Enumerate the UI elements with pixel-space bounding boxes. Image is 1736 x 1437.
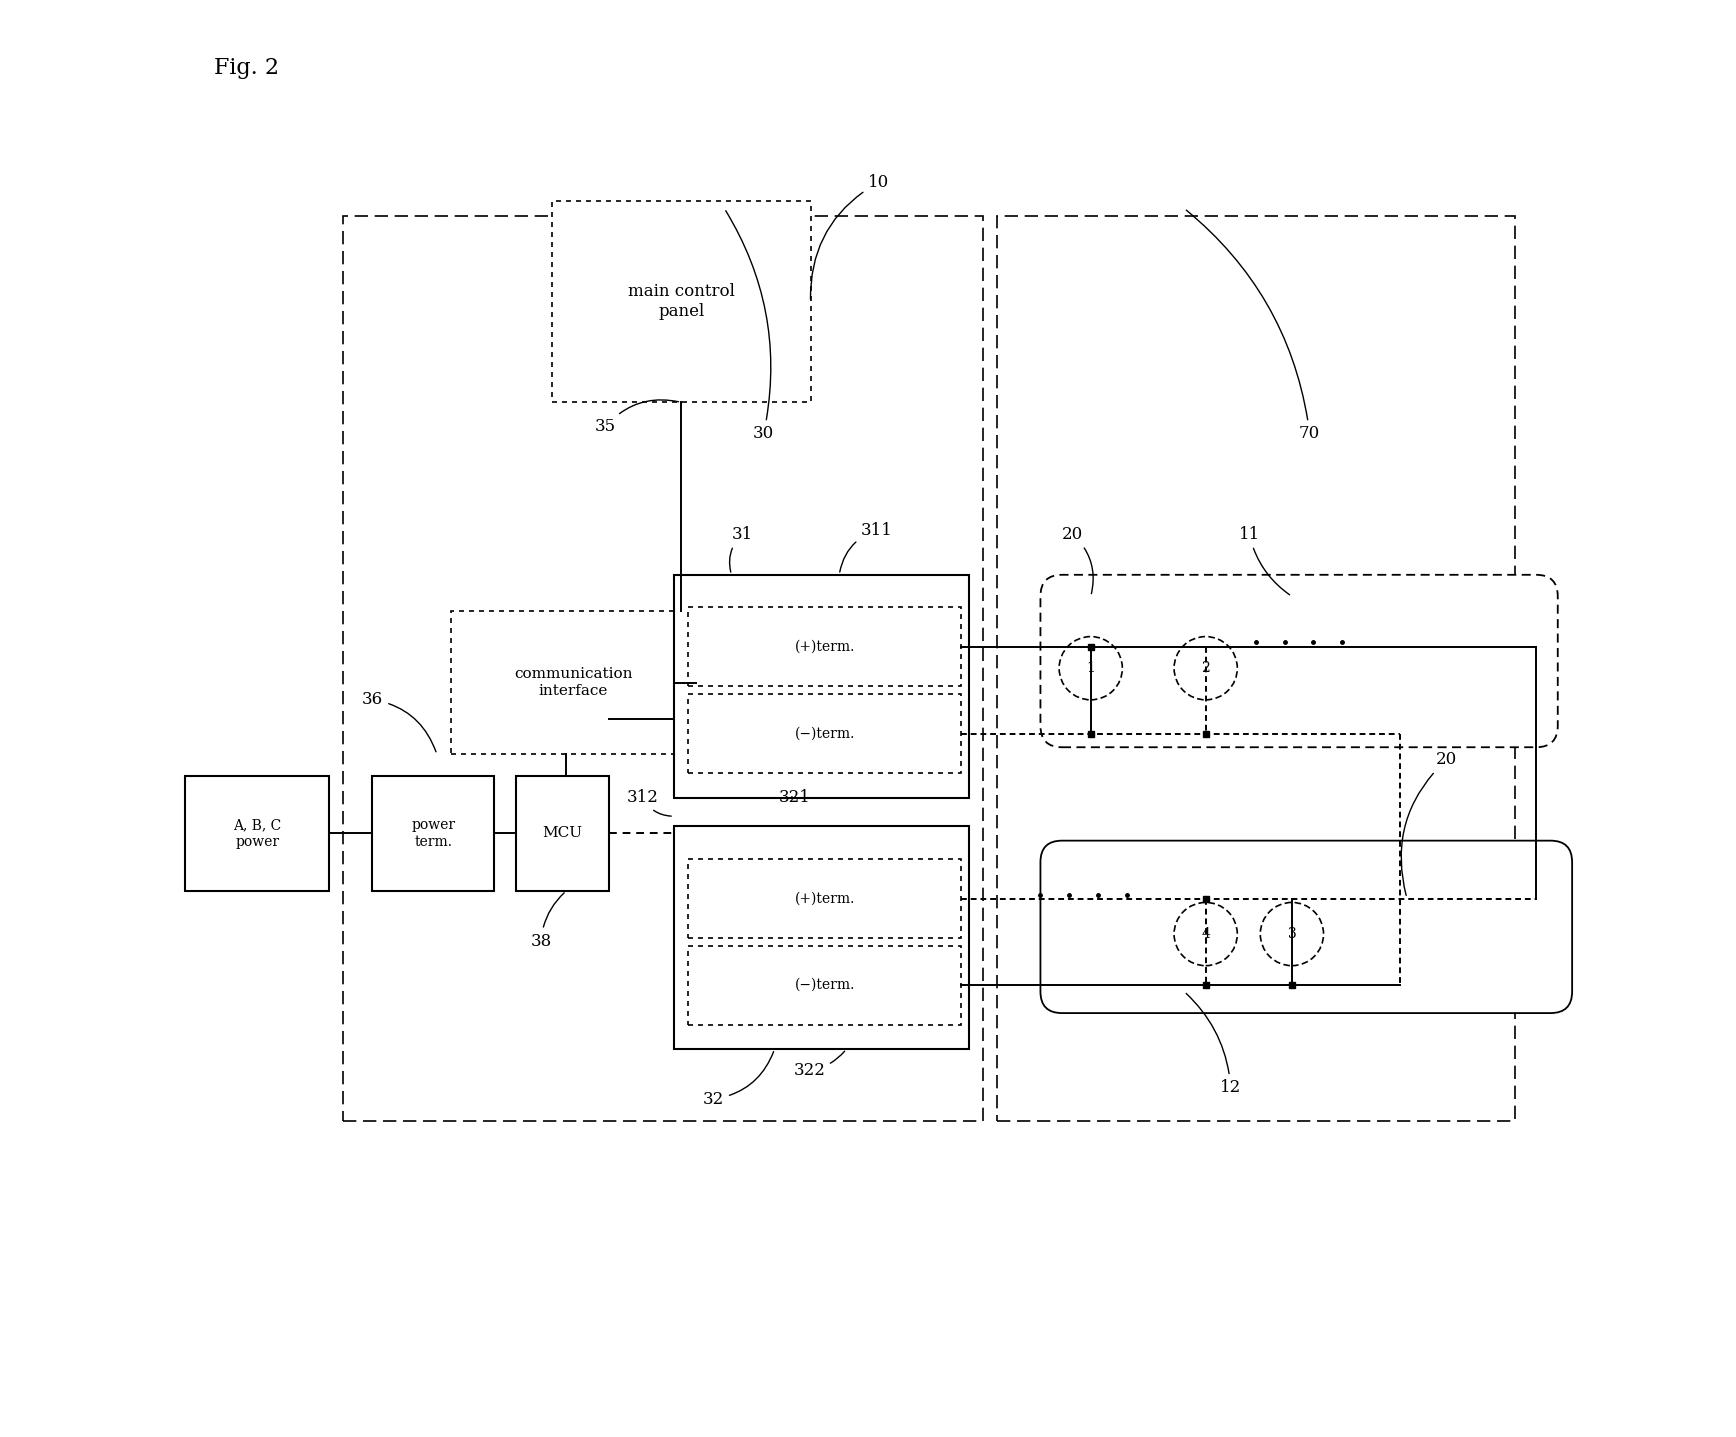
Bar	[516, 776, 609, 891]
Bar	[674, 575, 969, 798]
Text: 36: 36	[363, 691, 436, 752]
Bar	[689, 606, 962, 687]
Text: 70: 70	[1186, 210, 1321, 443]
Text: main control
panel: main control panel	[628, 283, 734, 320]
Text: MCU: MCU	[543, 826, 583, 841]
Text: Fig. 2: Fig. 2	[214, 57, 279, 79]
Text: A, B, C
power: A, B, C power	[233, 818, 281, 849]
Text: 20: 20	[1401, 752, 1457, 895]
Text: 31: 31	[729, 526, 753, 572]
Text: 322: 322	[793, 1050, 845, 1079]
Bar	[689, 946, 962, 1025]
Text: 10: 10	[811, 174, 889, 299]
Text: (−)term.: (−)term.	[795, 979, 856, 992]
Bar	[186, 776, 330, 891]
Bar	[689, 859, 962, 938]
Text: 4: 4	[1201, 927, 1210, 941]
Text: 12: 12	[1186, 993, 1241, 1096]
Bar	[996, 216, 1514, 1121]
Text: 321: 321	[779, 789, 811, 806]
Bar	[344, 216, 983, 1121]
Bar	[451, 611, 696, 754]
Text: communication
interface: communication interface	[514, 667, 632, 698]
Bar	[674, 826, 969, 1049]
Text: 3: 3	[1288, 927, 1297, 941]
Text: 35: 35	[595, 399, 679, 435]
Text: (+)term.: (+)term.	[795, 892, 856, 905]
Text: 38: 38	[529, 892, 564, 950]
Bar	[689, 694, 962, 773]
Text: 1: 1	[1087, 661, 1095, 675]
Text: (−)term.: (−)term.	[795, 727, 856, 740]
Text: 32: 32	[703, 1052, 774, 1108]
Text: 11: 11	[1240, 526, 1290, 595]
Text: 20: 20	[1062, 526, 1094, 593]
Text: (+)term.: (+)term.	[795, 639, 856, 654]
FancyBboxPatch shape	[1040, 841, 1573, 1013]
Text: 312: 312	[627, 789, 672, 816]
Bar	[372, 776, 495, 891]
Text: power
term.: power term.	[411, 818, 455, 849]
Text: 311: 311	[840, 522, 892, 572]
Text: 30: 30	[726, 211, 774, 443]
Text: 2: 2	[1201, 661, 1210, 675]
FancyBboxPatch shape	[1040, 575, 1557, 747]
Bar	[552, 201, 811, 402]
